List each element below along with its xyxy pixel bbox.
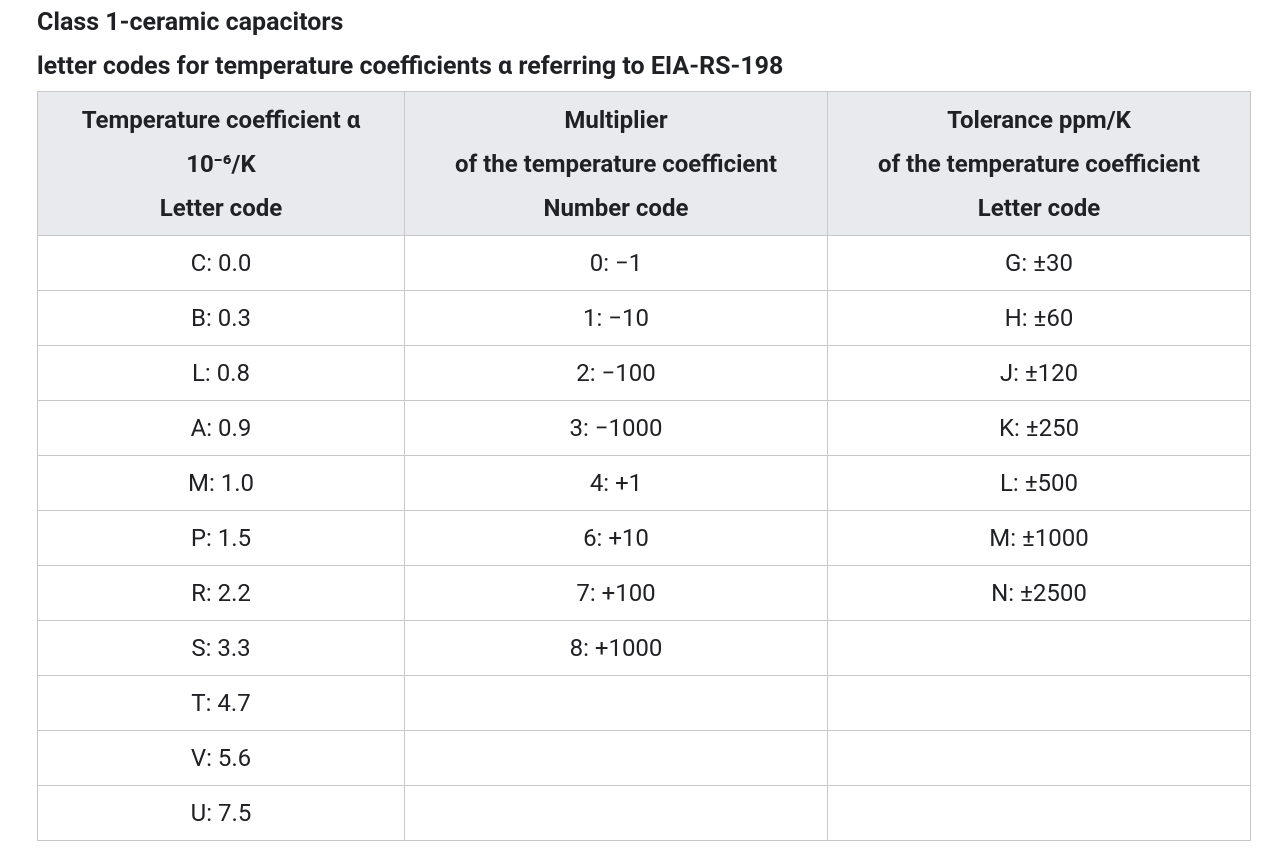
- table-cell: R: 2.2: [37, 565, 405, 621]
- table-row: M: 1.0 4: +1 L: ±500: [37, 455, 1251, 511]
- header-line: of the temperature coefficient: [455, 149, 777, 178]
- empty-cell: [404, 730, 828, 786]
- table-row: U: 7.5: [37, 785, 1251, 841]
- table-cell: 7: +100: [404, 565, 828, 621]
- table-cell: V: 5.6: [37, 730, 405, 786]
- table-row: A: 0.9 3: −1000 K: ±250: [37, 400, 1251, 456]
- table-cell: J: ±120: [827, 345, 1251, 401]
- header-line: Letter code: [159, 193, 283, 222]
- table-cell: S: 3.3: [37, 620, 405, 676]
- header-line: 10⁻⁶/K: [186, 149, 256, 178]
- table-cell: 1: −10: [404, 290, 828, 346]
- table-cell: C: 0.0: [37, 235, 405, 291]
- empty-cell: [404, 785, 828, 841]
- column-header: Multiplier of the temperature coefficient…: [404, 91, 828, 236]
- header-line: of the temperature coefficient: [878, 149, 1200, 178]
- empty-cell: [404, 675, 828, 731]
- table-row: V: 5.6: [37, 730, 1251, 786]
- table-cell: U: 7.5: [37, 785, 405, 841]
- table-body: C: 0.0 0: −1 G: ±30 B: 0.3 1: −10 H: ±60 L: 0.…: [37, 235, 1251, 841]
- header-line: Multiplier: [564, 105, 668, 134]
- table-cell: M: ±1000: [827, 510, 1251, 566]
- table-cell: P: 1.5: [37, 510, 405, 566]
- table-cell: M: 1.0: [37, 455, 405, 511]
- table-cell: L: 0.8: [37, 345, 405, 401]
- table-cell: A: 0.9: [37, 400, 405, 456]
- column-header: Temperature coefficient α 10⁻⁶/K Letter co…: [37, 91, 405, 236]
- empty-cell: [827, 785, 1251, 841]
- table-cell: 6: +10: [404, 510, 828, 566]
- header-line: Letter code: [977, 193, 1101, 222]
- table-cell: N: ±2500: [827, 565, 1251, 621]
- table-row: B: 0.3 1: −10 H: ±60: [37, 290, 1251, 346]
- table-row: C: 0.0 0: −1 G: ±30: [37, 235, 1251, 291]
- table-row: L: 0.8 2: −100 J: ±120: [37, 345, 1251, 401]
- table-cell: G: ±30: [827, 235, 1251, 291]
- header-line: Tolerance ppm/K: [947, 105, 1131, 134]
- header-line: Number code: [543, 193, 689, 222]
- header-line: Temperature coefficient α: [81, 105, 361, 134]
- table-cell: 0: −1: [404, 235, 828, 291]
- empty-cell: [827, 675, 1251, 731]
- empty-cell: [827, 620, 1251, 676]
- subtitle: letter codes for temperature coefficient…: [37, 52, 784, 81]
- table-cell: L: ±500: [827, 455, 1251, 511]
- table-cell: T: 4.7: [37, 675, 405, 731]
- table-cell: H: ±60: [827, 290, 1251, 346]
- table-cell: 4: +1: [404, 455, 828, 511]
- table-cell: 2: −100: [404, 345, 828, 401]
- column-header: Tolerance ppm/K of the temperature coeffi…: [827, 91, 1251, 236]
- table-cell: 8: +1000: [404, 620, 828, 676]
- table-row: R: 2.2 7: +100 N: ±2500: [37, 565, 1251, 621]
- table-cell: K: ±250: [827, 400, 1251, 456]
- table-cell: B: 0.3: [37, 290, 405, 346]
- table-row: T: 4.7: [37, 675, 1251, 731]
- table-cell: 3: −1000: [404, 400, 828, 456]
- table-row: P: 1.5 6: +10 M: ±1000: [37, 510, 1251, 566]
- title: Class 1-ceramic capacitors: [37, 8, 344, 37]
- table-row: S: 3.3 8: +1000: [37, 620, 1251, 676]
- code-table: Temperature coefficient α 10⁻⁶/K Letter co…: [37, 91, 1251, 841]
- empty-cell: [827, 730, 1251, 786]
- header-row: Temperature coefficient α 10⁻⁶/K Letter co…: [37, 91, 1251, 236]
